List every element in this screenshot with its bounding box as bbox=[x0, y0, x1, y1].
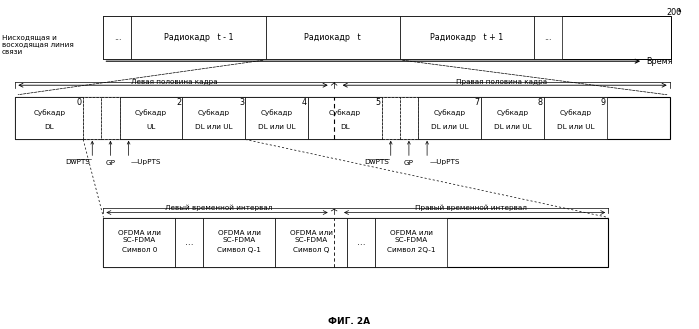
Bar bbox=[15, 97, 83, 139]
Text: ...: ... bbox=[357, 238, 366, 247]
Bar bbox=[245, 97, 308, 139]
Bar bbox=[400, 16, 534, 59]
Text: Правая половина кадра: Правая половина кадра bbox=[456, 79, 547, 85]
Text: Символ Q-1: Символ Q-1 bbox=[217, 247, 261, 253]
Text: DL: DL bbox=[340, 124, 350, 130]
Text: 9: 9 bbox=[600, 98, 605, 107]
Bar bbox=[103, 218, 175, 267]
Bar bbox=[203, 218, 275, 267]
Text: ...: ... bbox=[185, 238, 194, 247]
Text: Время: Время bbox=[647, 57, 673, 66]
Text: DwPTS: DwPTS bbox=[363, 159, 389, 165]
Text: Левая половина кадра: Левая половина кадра bbox=[131, 79, 218, 85]
Bar bbox=[481, 97, 544, 139]
Text: OFDMA или: OFDMA или bbox=[218, 230, 261, 236]
Text: 8: 8 bbox=[538, 98, 542, 107]
Text: Нисходящая и
восходящая линия
связи: Нисходящая и восходящая линия связи bbox=[2, 34, 74, 55]
Bar bbox=[400, 97, 418, 139]
Text: —UpPTS: —UpPTS bbox=[429, 159, 460, 165]
Text: ФИГ. 2А: ФИГ. 2А bbox=[329, 317, 370, 326]
Text: Субкадр: Субкадр bbox=[261, 109, 293, 116]
Text: Символ 0: Символ 0 bbox=[122, 247, 157, 253]
Text: Символ 2Q-1: Символ 2Q-1 bbox=[387, 247, 435, 253]
Text: DL или UL: DL или UL bbox=[195, 124, 233, 130]
Text: OFDMA или: OFDMA или bbox=[118, 230, 161, 236]
Text: GP: GP bbox=[404, 160, 414, 166]
Text: 7: 7 bbox=[475, 98, 480, 107]
Text: SC-FDMA: SC-FDMA bbox=[223, 237, 256, 243]
Text: Субкадр: Субкадр bbox=[34, 109, 65, 116]
Text: Субкадр: Субкадр bbox=[198, 109, 230, 116]
Text: DL или UL: DL или UL bbox=[493, 124, 531, 130]
Text: Символ Q: Символ Q bbox=[293, 247, 330, 253]
Bar bbox=[534, 16, 562, 59]
Text: Радиокадр   t - 1: Радиокадр t - 1 bbox=[164, 33, 233, 42]
Bar bbox=[83, 97, 101, 139]
Text: Субкадр: Субкадр bbox=[135, 109, 167, 116]
Bar bbox=[15, 97, 670, 139]
Text: 0: 0 bbox=[77, 98, 82, 107]
Text: DL или UL: DL или UL bbox=[431, 124, 468, 130]
Text: DL: DL bbox=[45, 124, 54, 130]
Bar bbox=[347, 218, 375, 267]
Text: Субкадр: Субкадр bbox=[433, 109, 466, 116]
Bar bbox=[103, 16, 671, 59]
Bar bbox=[375, 218, 447, 267]
Text: —UpPTS: —UpPTS bbox=[131, 159, 161, 165]
Text: SC-FDMA: SC-FDMA bbox=[395, 237, 428, 243]
Text: OFDMA или: OFDMA или bbox=[390, 230, 433, 236]
Text: ...: ... bbox=[114, 33, 121, 42]
Text: DwPTS: DwPTS bbox=[65, 159, 90, 165]
Text: DL или UL: DL или UL bbox=[258, 124, 296, 130]
Text: 5: 5 bbox=[375, 98, 380, 107]
Bar bbox=[418, 97, 481, 139]
Text: 3: 3 bbox=[239, 98, 244, 107]
Text: Радиокадр   t: Радиокадр t bbox=[304, 33, 361, 42]
Bar bbox=[266, 16, 400, 59]
Bar bbox=[544, 97, 607, 139]
Bar bbox=[103, 218, 608, 267]
Bar bbox=[131, 16, 266, 59]
Text: Правый временной интервал: Правый временной интервал bbox=[415, 205, 527, 211]
Text: 4: 4 bbox=[302, 98, 307, 107]
Text: 2: 2 bbox=[176, 98, 181, 107]
Bar bbox=[308, 97, 382, 139]
Bar bbox=[120, 97, 182, 139]
Text: SC-FDMA: SC-FDMA bbox=[295, 237, 328, 243]
Text: Субкадр: Субкадр bbox=[496, 109, 528, 116]
Bar bbox=[103, 16, 131, 59]
Bar bbox=[101, 97, 120, 139]
Bar bbox=[182, 97, 245, 139]
Text: Левый временной интервал: Левый временной интервал bbox=[165, 205, 273, 211]
Text: OFDMA или: OFDMA или bbox=[290, 230, 333, 236]
Text: Радиокадр   t + 1: Радиокадр t + 1 bbox=[431, 33, 503, 42]
Bar bbox=[382, 97, 400, 139]
Text: Субкадр: Субкадр bbox=[329, 109, 361, 116]
Text: 200: 200 bbox=[666, 8, 682, 17]
Text: SC-FDMA: SC-FDMA bbox=[123, 237, 156, 243]
Text: Субкадр: Субкадр bbox=[559, 109, 591, 116]
Text: ...: ... bbox=[545, 33, 552, 42]
Text: UL: UL bbox=[146, 124, 156, 130]
Bar bbox=[175, 218, 203, 267]
Text: GP: GP bbox=[106, 160, 115, 166]
Text: DL или UL: DL или UL bbox=[556, 124, 594, 130]
Bar bbox=[275, 218, 347, 267]
